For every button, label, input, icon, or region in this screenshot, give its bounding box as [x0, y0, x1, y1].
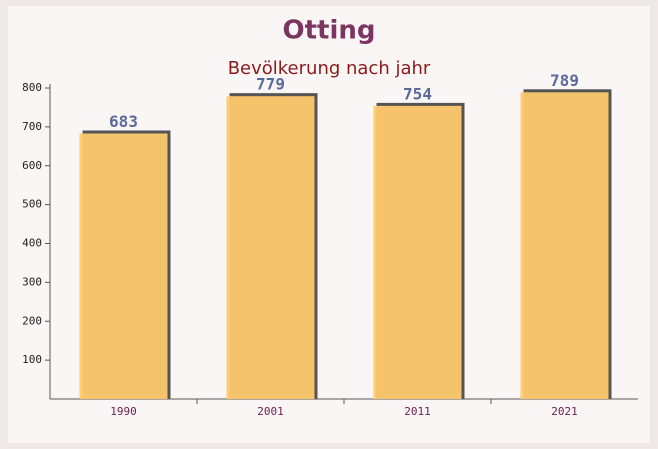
y-tick-label: 800: [22, 81, 42, 94]
x-tick-label: 2021: [551, 405, 578, 418]
x-tick-label: 2011: [404, 405, 431, 418]
y-tick-label: 300: [22, 275, 42, 288]
y-tick-label: 200: [22, 314, 42, 327]
y-tick-label: 400: [22, 237, 42, 250]
bar: [226, 96, 315, 399]
chart-title: Otting: [283, 16, 376, 46]
value-label: 683: [109, 112, 138, 131]
value-label: 779: [256, 75, 285, 94]
y-tick-label: 700: [22, 120, 42, 133]
x-tick-label: 1990: [110, 405, 137, 418]
bar: [520, 92, 609, 400]
value-label: 789: [550, 71, 579, 90]
y-tick-label: 500: [22, 198, 42, 211]
chart-subtitle: Bevölkerung nach jahr: [228, 58, 431, 79]
x-tick-label: 2001: [257, 405, 284, 418]
y-tick-label: 600: [22, 159, 42, 172]
bar: [373, 105, 462, 399]
y-tick-label: 100: [22, 353, 42, 366]
bar: [79, 133, 168, 399]
value-label: 754: [403, 84, 432, 103]
